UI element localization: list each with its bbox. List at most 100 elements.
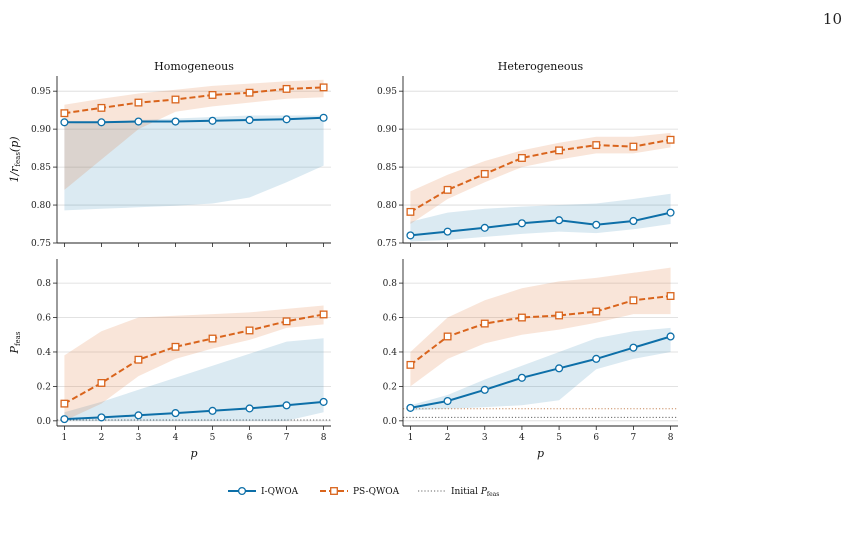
legend: I-QWOA PS-QWOA Initial Pfeas [228, 486, 499, 498]
psqwoa-point [97, 103, 106, 112]
y-axis-label-main: P [8, 345, 21, 354]
psqwoa-point [134, 98, 143, 107]
x-tick-label: 2 [445, 433, 451, 443]
psqwoa-band [410, 132, 671, 224]
psqwoa-line [409, 138, 671, 213]
x-tick-label: 2 [99, 433, 105, 443]
psqwoa-point [666, 292, 675, 300]
psqwoa-line [63, 313, 324, 405]
legend-psqwoa-label: PS-QWOA [353, 487, 400, 497]
psqwoa-band [64, 79, 324, 190]
y-tick-label: 0.75 [31, 239, 51, 249]
iqwoa-point [629, 343, 638, 352]
x-tick-label: 6 [593, 433, 599, 443]
iqwoa-point [171, 409, 180, 418]
psqwoa-band [410, 267, 671, 387]
psqwoa-point [245, 88, 254, 97]
x-tick-label: 4 [173, 433, 179, 443]
psqwoa-point [517, 154, 526, 162]
iqwoa-point [666, 332, 675, 341]
iqwoa-band [64, 338, 324, 421]
legend-initial-text: Initial [451, 487, 481, 497]
psqwoa-point [443, 185, 452, 194]
y-axis-label-sub: feas [14, 331, 22, 346]
iqwoa-point [406, 403, 415, 412]
y-tick-label: 0.2 [383, 382, 397, 392]
x-tick-label: 1 [62, 433, 68, 443]
y-tick-label: 0.0 [383, 417, 398, 427]
y-tick-label: 0.95 [377, 87, 397, 97]
iqwoa-point [517, 373, 526, 382]
x-axis-label: p [190, 447, 197, 460]
psqwoa-line [409, 295, 671, 366]
iqwoa-point [443, 396, 452, 406]
psqwoa-point [443, 332, 452, 341]
x-tick-label: 1 [408, 433, 414, 443]
psqwoa-point [666, 135, 675, 144]
y-axis-label-sub: feas [14, 152, 22, 167]
iqwoa-point [60, 415, 69, 424]
iqwoa-point [517, 219, 526, 228]
iqwoa-point [480, 223, 489, 232]
psqwoa-point [406, 360, 415, 369]
psqwoa-point [97, 379, 106, 387]
psqwoa-point [517, 313, 526, 322]
x-tick-label: 5 [556, 433, 562, 443]
page-number: 10 [822, 10, 842, 28]
iqwoa-point [629, 216, 638, 226]
psqwoa-point [60, 109, 69, 118]
y-tick-label: 0.8 [37, 279, 52, 289]
iqwoa-point [282, 115, 291, 124]
y-tick-label: 0.95 [31, 87, 51, 97]
iqwoa-point [134, 411, 143, 420]
iqwoa-point [97, 413, 106, 422]
y-tick-label: 0.0 [37, 417, 52, 427]
x-tick-label: 6 [247, 433, 253, 443]
iqwoa-point [406, 231, 415, 240]
panel-homogeneous-inverse-ratio: 0.75 0.80 0.85 0.90 0.95 Homogeneous 1/rfeas(p… [8, 60, 331, 249]
y-tick-label: 0.90 [377, 125, 397, 135]
iqwoa-point [319, 397, 328, 406]
iqwoa-point [171, 117, 180, 126]
legend-iqwoa-label: I-QWOA [261, 487, 299, 497]
x-tick-label: 3 [136, 433, 142, 443]
y-tick-label: 0.4 [37, 348, 52, 358]
iqwoa-point [208, 116, 217, 125]
psqwoa-point [282, 317, 291, 326]
psqwoa-point [245, 326, 254, 335]
iqwoa-point [208, 406, 217, 415]
x-tick-label: 8 [321, 433, 327, 443]
psqwoa-point [555, 311, 564, 320]
y-tick-label: 0.6 [37, 314, 52, 324]
iqwoa-band [64, 115, 324, 211]
y-axis-label-main: 1/r [8, 166, 21, 183]
iqwoa-point [443, 227, 452, 236]
y-axis-label-suffix: (p) [8, 136, 21, 152]
iqwoa-point [97, 118, 106, 127]
psqwoa-point [406, 207, 415, 216]
panel-title: Homogeneous [154, 60, 234, 73]
psqwoa-point [208, 91, 217, 99]
x-tick-label: 3 [482, 433, 488, 443]
psqwoa-point [171, 95, 180, 104]
iqwoa-point [319, 113, 328, 122]
y-tick-label: 0.80 [377, 201, 397, 211]
iqwoa-point [282, 401, 291, 410]
y-tick-label: 0.8 [383, 279, 398, 289]
psqwoa-point [60, 399, 69, 408]
x-axis-label: p [537, 447, 544, 460]
psqwoa-point [629, 296, 638, 305]
y-tick-label: 0.85 [31, 163, 51, 173]
iqwoa-point [666, 208, 675, 217]
iqwoa-point [245, 115, 254, 125]
legend-initial-p: P [480, 487, 488, 497]
legend-initial-label: Initial Pfeas [451, 487, 499, 498]
iqwoa-band [410, 327, 671, 411]
iqwoa-point [555, 364, 564, 373]
psqwoa-point [208, 334, 217, 343]
panel-heterogeneous-inverse-ratio: 0.75 0.80 0.85 0.90 0.95 Heterogeneous [377, 60, 678, 249]
iqwoa-point [60, 118, 69, 127]
legend-iqwoa-marker [237, 486, 247, 496]
psqwoa-band [64, 305, 324, 421]
